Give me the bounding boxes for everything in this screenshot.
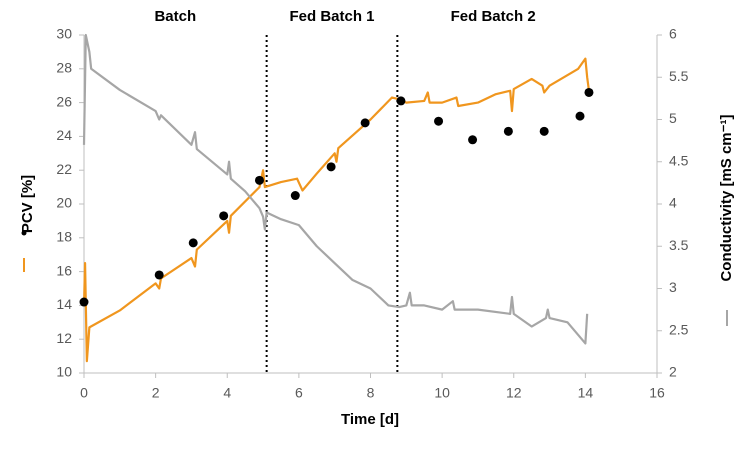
x-tick-label: 12 bbox=[506, 385, 522, 401]
y2-tick-label: 3.5 bbox=[669, 237, 689, 253]
legend-marker bbox=[21, 230, 27, 236]
data-point bbox=[188, 238, 198, 248]
x-tick-label: 14 bbox=[578, 385, 594, 401]
y-tick-label: 18 bbox=[56, 229, 72, 245]
data-point bbox=[575, 111, 585, 121]
y2-tick-label: 2 bbox=[669, 364, 677, 380]
data-point bbox=[539, 126, 549, 136]
y2-tick-label: 3 bbox=[669, 279, 677, 295]
y2-axis-title: Conductivity [mS cm⁻¹] bbox=[718, 114, 735, 281]
data-point bbox=[396, 96, 406, 106]
data-point bbox=[79, 297, 89, 307]
y-tick-label: 28 bbox=[56, 60, 72, 76]
phase-label: Fed Batch 1 bbox=[289, 8, 374, 25]
data-point bbox=[154, 270, 164, 280]
y2-tick-label: 4 bbox=[669, 195, 677, 211]
y-tick-label: 20 bbox=[56, 195, 72, 211]
y-tick-label: 12 bbox=[56, 330, 72, 346]
y2-tick-label: 5.5 bbox=[669, 68, 689, 84]
x-tick-label: 0 bbox=[80, 385, 88, 401]
data-point bbox=[503, 126, 513, 136]
phase-label: Batch bbox=[154, 8, 196, 25]
data-point bbox=[254, 175, 264, 185]
x-tick-label: 4 bbox=[223, 385, 231, 401]
y2-tick-label: 5 bbox=[669, 110, 677, 126]
y-axis-title: PCV [%] bbox=[19, 175, 36, 233]
data-point bbox=[584, 87, 594, 97]
y-tick-label: 16 bbox=[56, 262, 72, 278]
data-line bbox=[82, 57, 591, 363]
data-point bbox=[326, 162, 336, 172]
x-axis-title: Time [d] bbox=[341, 411, 399, 428]
data-point bbox=[434, 116, 444, 126]
x-tick-label: 2 bbox=[152, 385, 160, 401]
data-point bbox=[290, 191, 300, 201]
phase-label: Fed Batch 2 bbox=[451, 8, 536, 25]
y-tick-label: 10 bbox=[56, 364, 72, 380]
data-point bbox=[360, 118, 370, 128]
data-line bbox=[82, 33, 589, 345]
y2-tick-label: 4.5 bbox=[669, 152, 689, 168]
data-point bbox=[219, 211, 229, 221]
y-tick-label: 26 bbox=[56, 93, 72, 109]
y-tick-label: 22 bbox=[56, 161, 72, 177]
x-tick-label: 16 bbox=[649, 385, 665, 401]
y2-tick-label: 6 bbox=[669, 26, 677, 42]
y-tick-label: 14 bbox=[56, 296, 72, 312]
y2-tick-label: 2.5 bbox=[669, 321, 689, 337]
y-tick-label: 30 bbox=[56, 26, 72, 42]
x-tick-label: 6 bbox=[295, 385, 303, 401]
x-tick-label: 10 bbox=[434, 385, 450, 401]
data-point bbox=[468, 135, 478, 145]
y-tick-label: 24 bbox=[56, 127, 72, 143]
x-tick-label: 8 bbox=[367, 385, 375, 401]
